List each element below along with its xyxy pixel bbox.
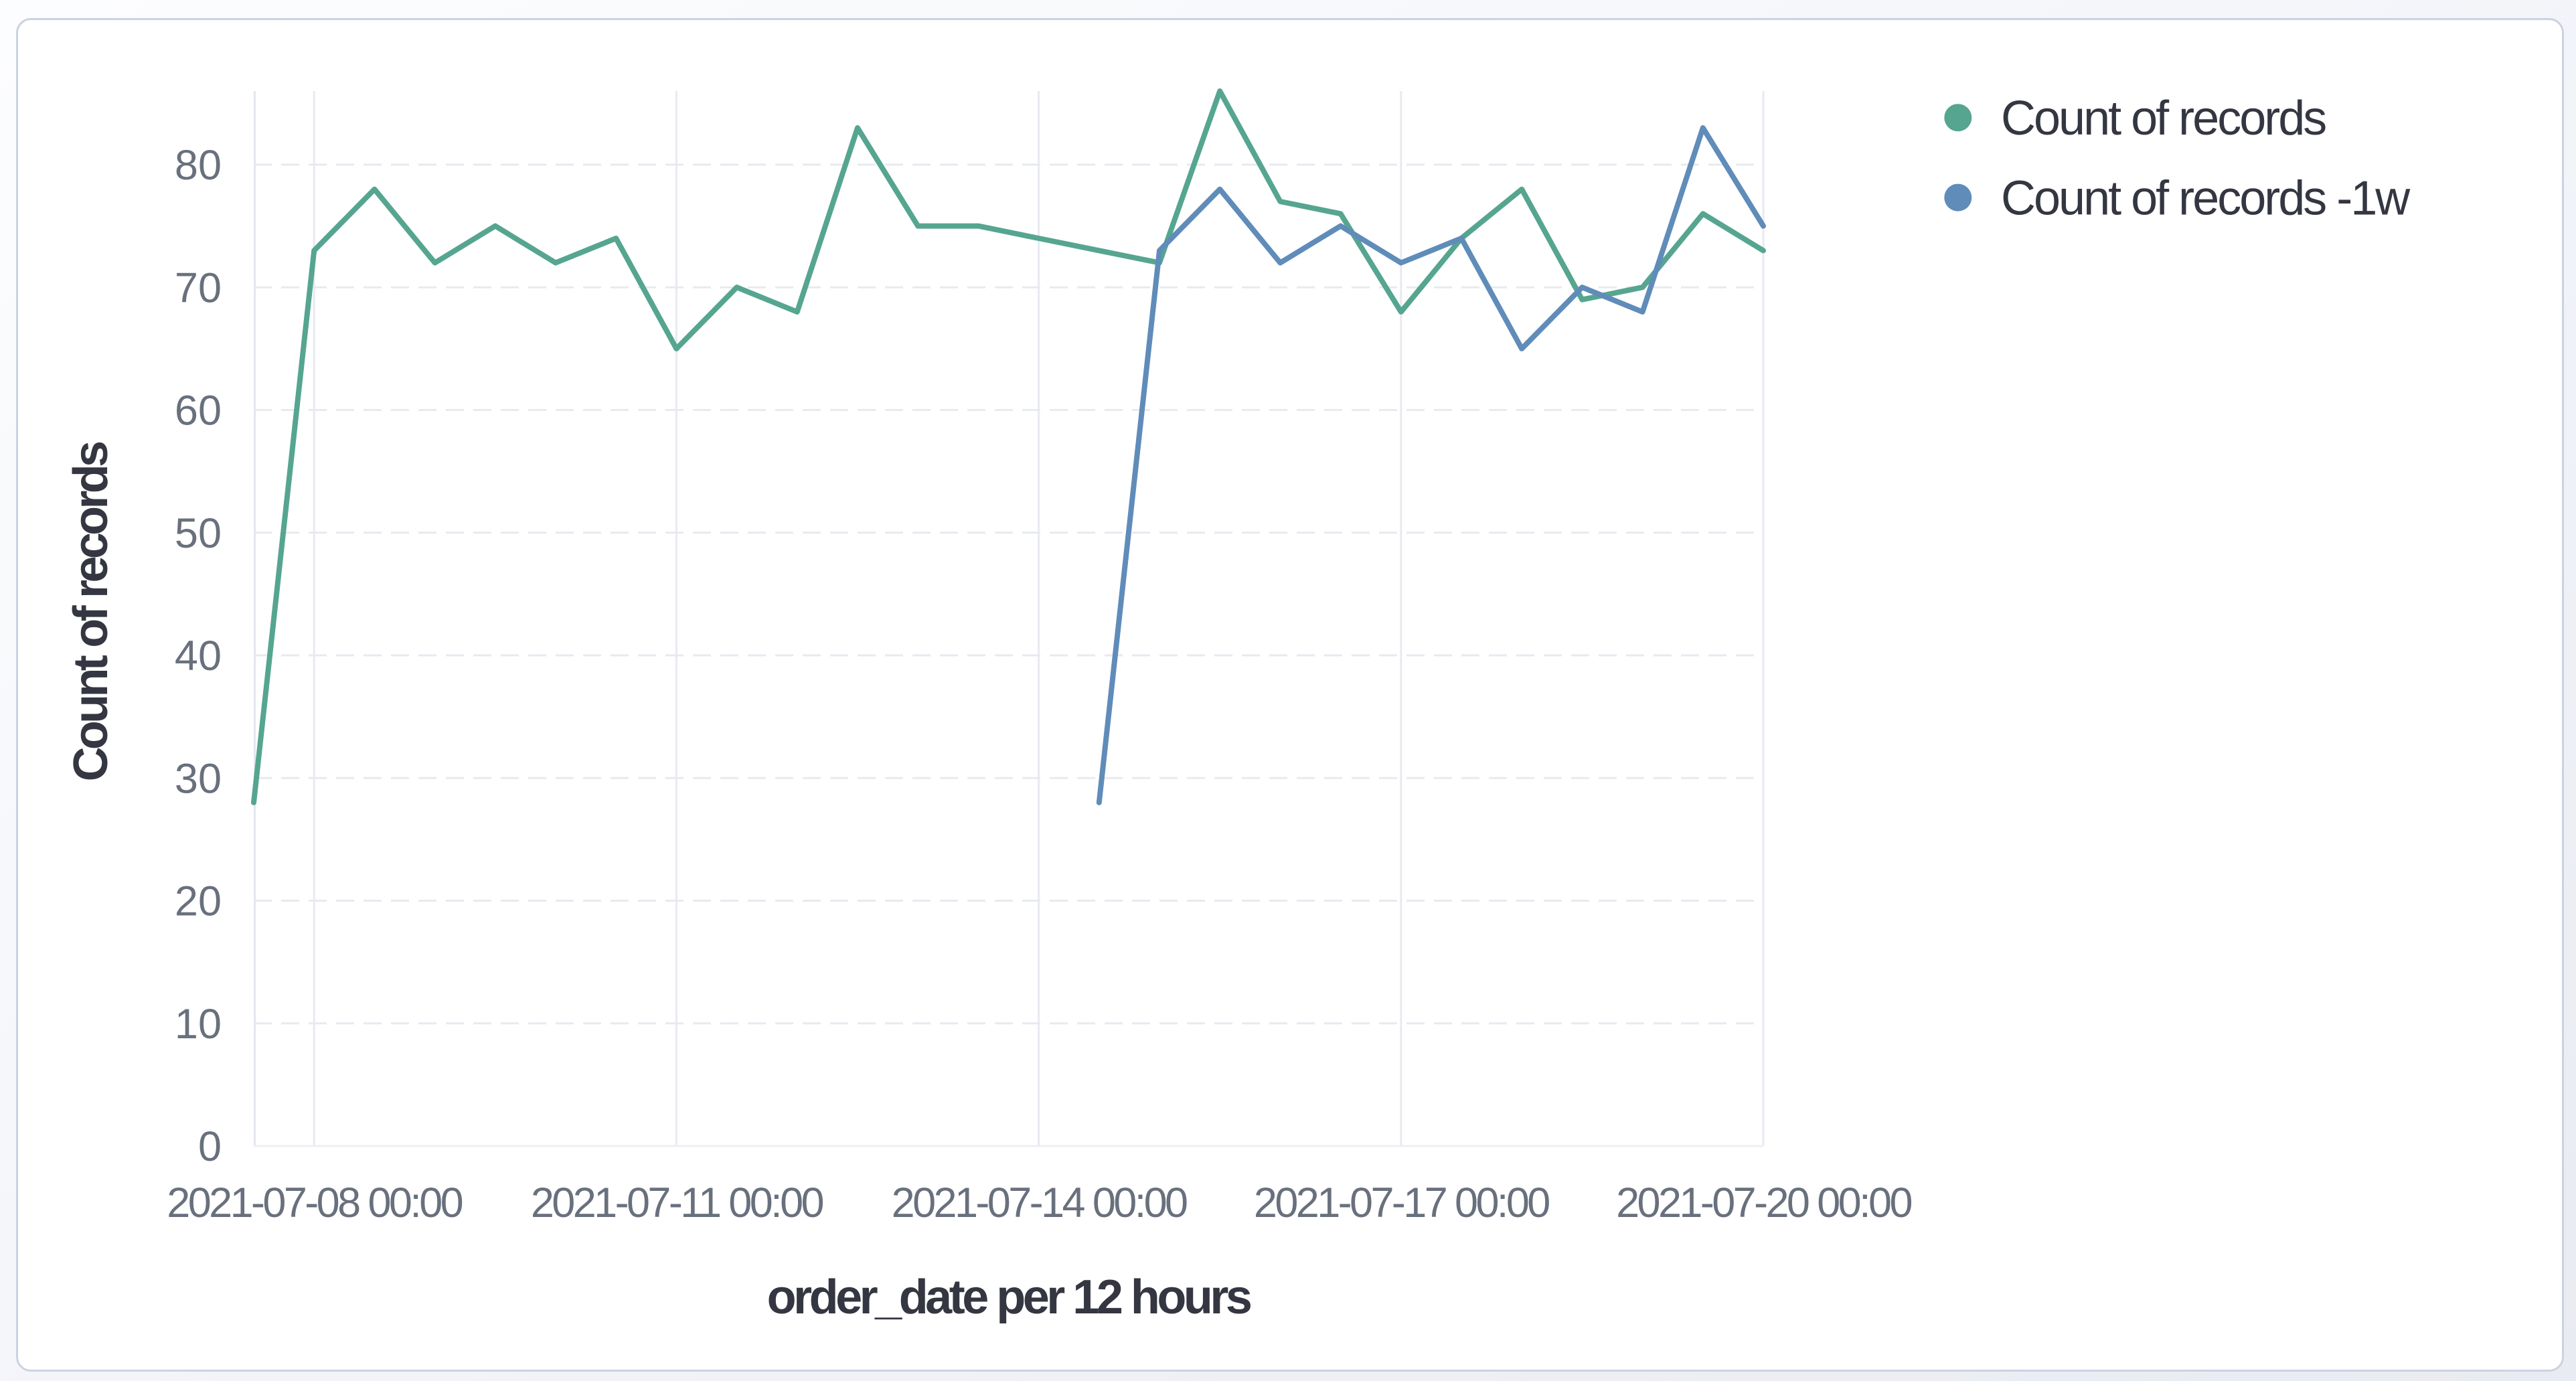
svg-text:2021-07-17 00:00: 2021-07-17 00:00 — [1254, 1180, 1549, 1226]
svg-text:order_date per 12 hours: order_date per 12 hours — [767, 1271, 1251, 1324]
svg-text:50: 50 — [175, 510, 222, 557]
svg-text:2021-07-20 00:00: 2021-07-20 00:00 — [1616, 1180, 1911, 1226]
svg-text:2021-07-14 00:00: 2021-07-14 00:00 — [892, 1180, 1187, 1226]
svg-text:0: 0 — [198, 1123, 222, 1170]
svg-text:30: 30 — [175, 755, 222, 802]
svg-text:20: 20 — [175, 878, 222, 925]
svg-text:Count of records -1w: Count of records -1w — [2001, 172, 2411, 226]
svg-text:80: 80 — [175, 142, 222, 189]
svg-text:2021-07-11 00:00: 2021-07-11 00:00 — [531, 1180, 823, 1226]
svg-text:70: 70 — [175, 264, 222, 311]
svg-text:2021-07-08 00:00: 2021-07-08 00:00 — [167, 1180, 462, 1226]
svg-text:Count of records: Count of records — [64, 442, 118, 781]
svg-text:40: 40 — [175, 633, 222, 679]
svg-text:Count of records: Count of records — [2001, 92, 2326, 145]
svg-text:60: 60 — [175, 388, 222, 434]
svg-text:10: 10 — [175, 1001, 222, 1048]
